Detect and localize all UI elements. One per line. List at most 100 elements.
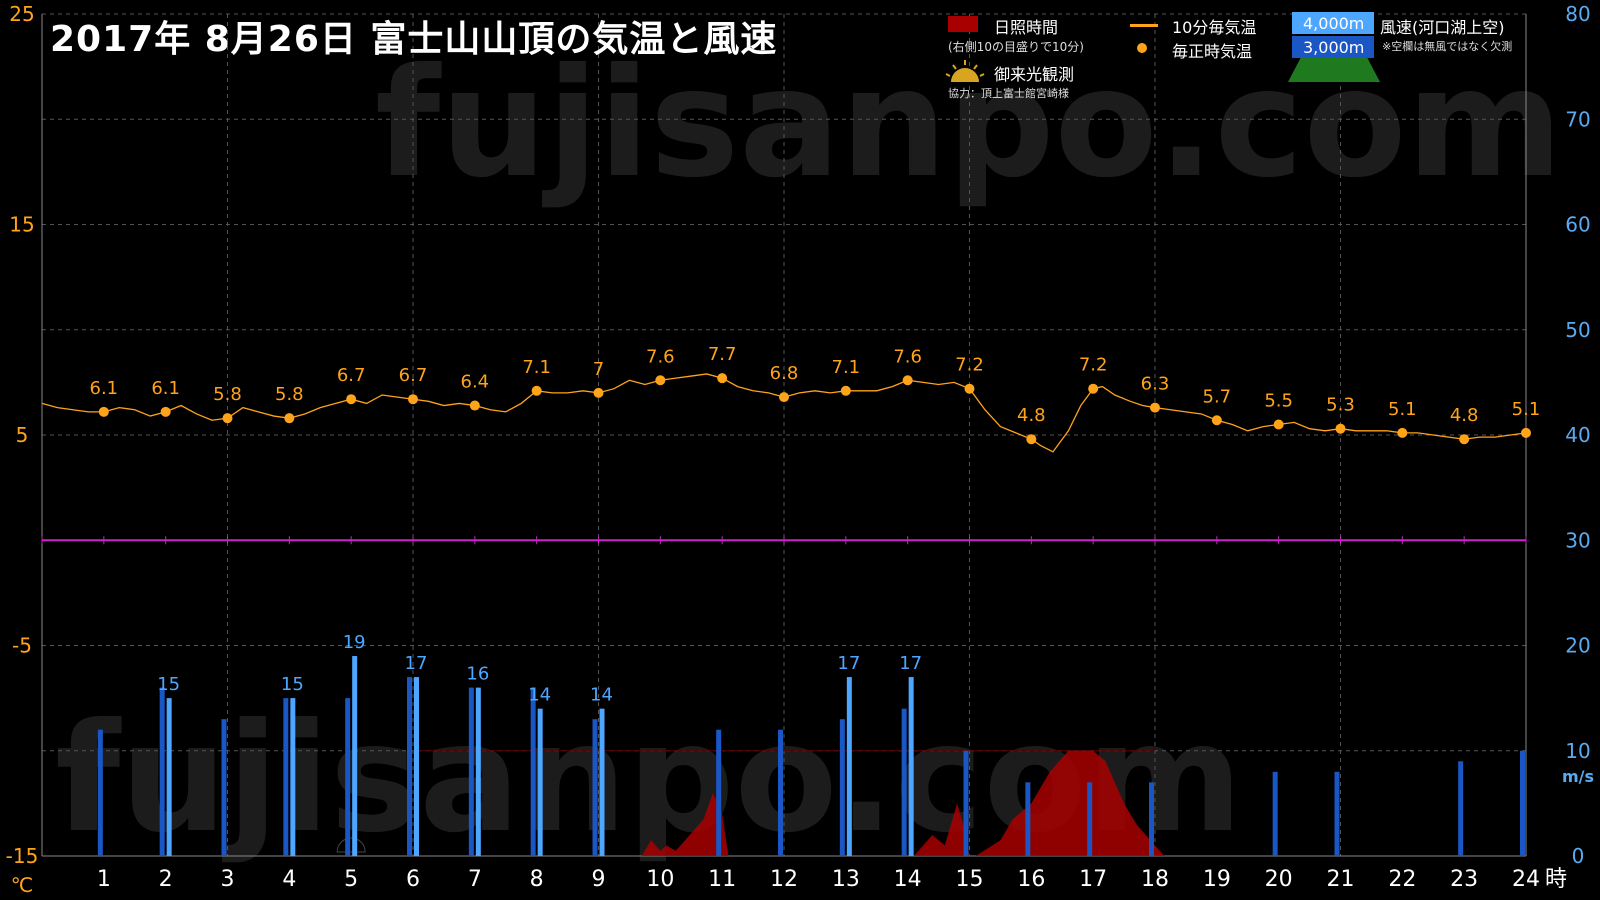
y-left-tick-label: -15 [6,844,39,868]
temp-hourly-point [1459,434,1470,445]
temp-hourly-label: 7.2 [1079,355,1108,376]
legend-wind-4000: 4,000m [1303,14,1365,33]
temp-hourly-label: 5.8 [213,384,242,405]
temp-hourly-label: 7.6 [893,346,922,367]
wind4000-bar [908,677,914,856]
temp-hourly-label: 5.5 [1264,390,1293,411]
temp-hourly-swatch [1137,43,1147,53]
wind3000-bar [901,708,907,856]
wind4000-label: 19 [343,632,366,653]
temp-hourly-point [98,406,109,417]
x-tick-label: 22 [1388,867,1416,892]
wind3000-bar [468,687,474,856]
temp-hourly-point [779,392,789,403]
x-tick-label: 24 [1512,867,1540,892]
sunshine-area [641,750,1165,856]
y-right-tick-label: 30 [1565,528,1590,552]
x-tick-label: 3 [221,867,235,892]
temp-hourly-point [408,394,418,405]
x-tick-label: 17 [1079,867,1107,892]
wind3000-bar [1334,771,1340,856]
x-tick-label: 6 [406,867,420,892]
wind3000-bar [778,729,783,856]
legend-temp10: 10分毎気温 [1172,18,1257,37]
temp10-line [41,373,1527,453]
temp-hourly-label: 6.1 [151,378,180,399]
wind3000-bar [1087,782,1093,856]
wind3000-bar [1149,782,1154,856]
wind3000-bar [159,687,165,856]
temp-hourly-point [222,413,233,424]
wind4000-bar [352,656,358,856]
x-tick-label: 7 [468,867,482,892]
temp-hourly-label: 5.7 [1203,386,1232,407]
x-tick-label: 21 [1327,867,1355,892]
temp-hourly-label: 5.3 [1326,395,1355,416]
wind4000-label: 14 [528,685,551,706]
wind3000-swatch [1292,36,1374,58]
temp-hourly-label: 4.8 [1450,405,1479,426]
wind4000-bar [290,698,296,856]
temp-hourly-point [160,406,171,417]
temp-hourly-point [1026,434,1037,445]
legend-credit: 協力：頂上富士館宮崎様 [948,87,1069,100]
y-left-tick-label: -5 [12,634,32,658]
y-right-tick-label: 10 [1565,739,1590,763]
y-right-tick-label: 0 [1572,844,1585,868]
sun-icon [945,60,985,82]
y-left-unit: ℃ [11,873,33,897]
wind3000-bar [1458,761,1464,856]
wind4000-bar [599,708,605,856]
y-left-tick-label: 5 [16,423,29,447]
temp-hourly-point [284,413,295,424]
temp-hourly-label: 6.7 [399,365,428,386]
sunshine-swatch [948,16,978,32]
y-right-tick-label: 80 [1565,2,1590,26]
temp-hourly-point [1335,423,1346,434]
wind3000-bar [97,729,103,856]
wind3000-bar [1025,782,1031,856]
temp-hourly-label: 7 [593,359,604,380]
legend-wind-3000: 3,000m [1303,38,1365,57]
x-tick-label: 19 [1203,867,1231,892]
y-right-tick-label: 50 [1565,318,1590,342]
legend-wind-title: 風速(河口湖上空) [1380,18,1505,37]
x-tick-label: 20 [1265,867,1293,892]
x-tick-label: 13 [832,867,860,892]
temp-hourly-label: 6.8 [770,363,799,384]
temp-hourly-point [964,383,975,394]
x-tick-label: 4 [282,867,296,892]
x-tick-label: 1 [97,867,111,892]
temp-hourly-point [531,385,542,396]
y-left-tick-label: 25 [9,2,34,26]
chart-title: 2017年 8月26日 富士山山頂の気温と風速 [50,19,778,60]
temp-hourly-label: 6.1 [90,378,119,399]
wind3000-bar [716,729,722,856]
wind3000-bar [963,750,969,856]
legend-temp-hourly: 毎正時気温 [1172,42,1253,61]
temp-hourly-label: 7.1 [832,357,861,378]
temp-hourly-label: 4.8 [1017,405,1046,426]
temp-hourly-label: 6.7 [337,365,366,386]
y-right-tick-label: 60 [1565,213,1590,237]
temp-hourly-point [840,385,851,396]
wind4000-label: 15 [281,674,304,695]
y-left-tick-label: 15 [9,213,34,237]
x-tick-label: 10 [646,867,674,892]
legend-wind-note: ※空欄は無風ではなく欠測 [1382,40,1513,53]
temp-hourly-label: 7.2 [955,355,984,376]
y-right-tick-label: 40 [1565,423,1590,447]
wind4000-bar [846,677,852,856]
wind3000-bar [407,677,412,856]
wind4000-label: 17 [837,653,860,674]
temp-hourly-label: 7.6 [646,346,675,367]
temp-hourly-point [593,387,604,398]
wind3000-bar [1272,771,1278,856]
wind3000-bar [592,719,598,856]
wind3000-bar [221,719,227,856]
x-tick-label: 9 [592,867,606,892]
temp-hourly-label: 7.7 [708,344,737,365]
wind4000-label: 17 [899,653,922,674]
x-tick-label: 16 [1017,867,1045,892]
temp-hourly-label: 5.1 [1388,399,1417,420]
